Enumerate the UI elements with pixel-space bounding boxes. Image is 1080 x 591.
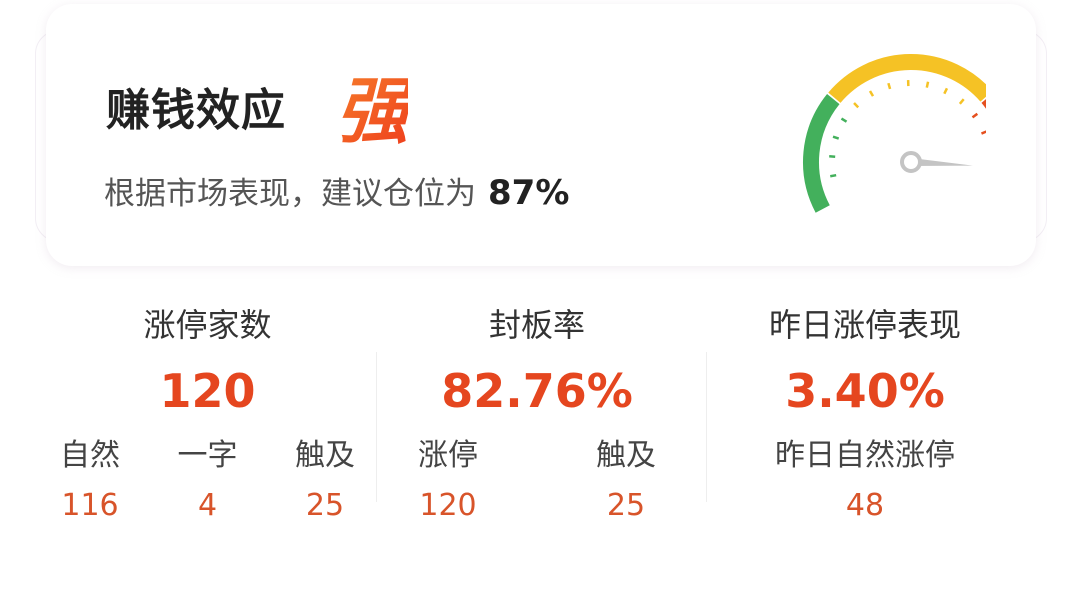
divider	[376, 352, 377, 502]
gauge-tick	[943, 87, 949, 95]
gauge-tick	[840, 117, 848, 123]
advice-value: 87%	[488, 173, 570, 213]
gauge-tick	[832, 135, 840, 140]
gauge-tick	[868, 90, 875, 97]
gauge-tick	[980, 130, 986, 135]
gauge-tick	[958, 98, 965, 105]
divider	[706, 352, 707, 502]
stat-label: 昨日涨停表现	[768, 306, 961, 344]
gauge-tick	[925, 81, 930, 88]
gauge-needle	[910, 158, 973, 166]
stat-limit-up-count: 涨停家数 120 自然 116 一字 4 触及 25	[60, 300, 355, 523]
stat-label: 封板率	[488, 306, 585, 344]
sub-value: 4	[197, 488, 218, 523]
money-effect-card: 赚钱效应 强 根据市场表现，建议仓位为 87%	[46, 4, 1036, 266]
sub-label: 一字	[177, 438, 238, 473]
sub-value: 25	[305, 488, 345, 523]
stat-label: 涨停家数	[143, 306, 272, 344]
advice-text: 根据市场表现，建议仓位为	[104, 176, 476, 212]
sub-label: 昨日自然涨停	[775, 438, 955, 473]
position-advice: 根据市场表现，建议仓位为 87%	[104, 168, 569, 213]
stat-value: 82.76%	[441, 364, 633, 418]
gauge-tick	[887, 82, 892, 90]
gauge-meter	[803, 54, 986, 213]
gauge-tick	[853, 102, 860, 109]
strength-label: 强	[336, 52, 408, 157]
stat-seal-rate: 封板率 82.76% 涨停 120 触及 25	[418, 300, 656, 523]
gauge-tick	[971, 112, 979, 119]
stat-value: 3.40%	[785, 364, 945, 418]
gauge-green-segment	[803, 94, 840, 213]
gauge-yellow-segment	[828, 54, 986, 103]
stat-value: 120	[159, 364, 256, 418]
sub-label: 涨停	[418, 438, 478, 473]
gauge-hub	[900, 151, 922, 173]
stat-yesterday-performance: 昨日涨停表现 3.40% 昨日自然涨停 48	[730, 300, 1000, 523]
sub-value: 25	[606, 488, 646, 523]
sub-label: 自然	[60, 438, 120, 473]
sub-value: 48	[845, 488, 885, 523]
sub-label: 触及	[596, 438, 656, 473]
card-title: 赚钱效应	[106, 85, 286, 136]
sub-value: 116	[61, 488, 119, 523]
gauge-tick	[830, 173, 837, 178]
sub-label: 触及	[295, 438, 355, 473]
sub-value: 120	[419, 488, 477, 523]
